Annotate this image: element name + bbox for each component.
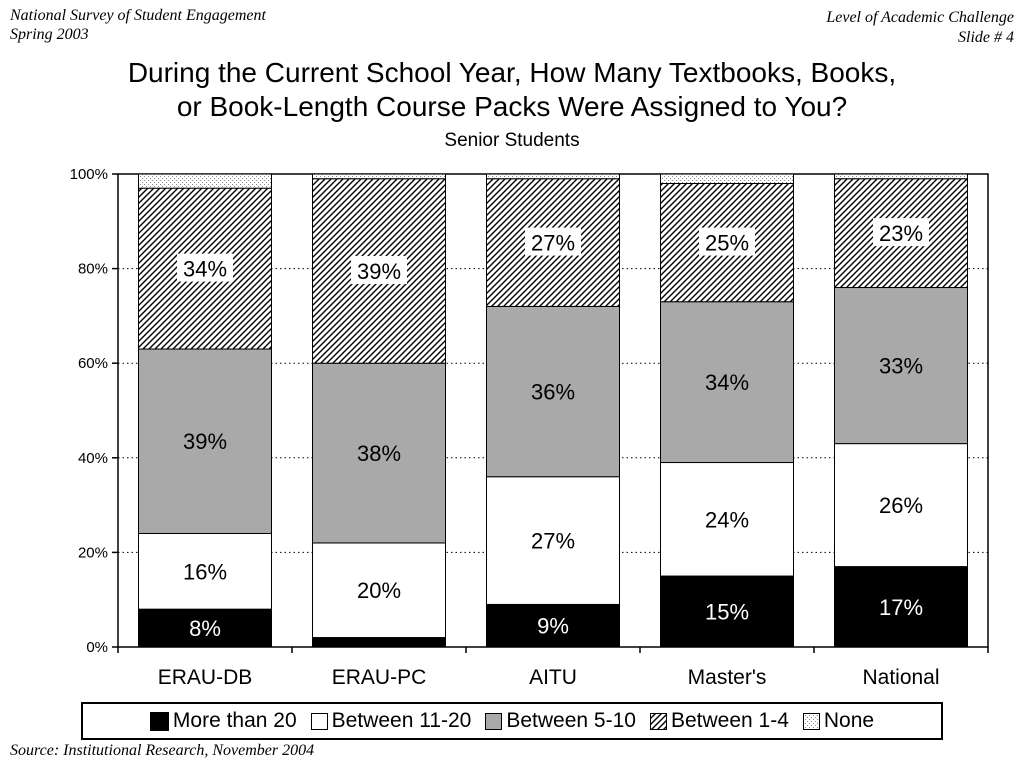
data-label: 16%	[183, 559, 227, 584]
legend-label: More than 20	[172, 709, 297, 732]
y-tick-label: 20%	[78, 544, 108, 561]
data-label: 39%	[357, 259, 401, 284]
legend-item: None	[802, 709, 875, 733]
stacked-bar-chart: 8% 16% 39% 34% 20% 38% 39% 9% 27% 36% 27% 15% 24% 34%…	[70, 166, 989, 689]
bars	[138, 173, 968, 648]
data-label: 17%	[879, 595, 923, 620]
data-label: 20%	[357, 578, 401, 603]
chart-subtitle: Senior Students	[444, 130, 580, 151]
data-label: 8%	[189, 616, 221, 641]
source-note: Source: Institutional Research, November…	[10, 742, 315, 759]
bar-segment	[486, 603, 620, 648]
bar-segment	[312, 542, 446, 639]
bar-segment	[138, 173, 272, 189]
legend-swatch-between-5-10	[485, 712, 503, 730]
data-label-bg	[525, 227, 581, 256]
data-label-bg	[177, 253, 233, 282]
bar-segment	[834, 566, 968, 648]
data-labels: 8% 16% 39% 34% 20% 38% 39% 9% 27% 36% 27% 15% 24% 34%…	[177, 218, 929, 641]
data-label: 23%	[879, 221, 923, 246]
legend-swatch-more-than-20	[149, 711, 169, 731]
bar-segment	[486, 173, 620, 180]
legend: More than 20 Between 11-20 Between 5-10 …	[81, 702, 943, 740]
survey-term: Spring 2003	[10, 26, 89, 43]
data-label: 36%	[531, 380, 575, 405]
legend-item: Between 11-20	[310, 709, 472, 733]
x-tick-label: ERAU-DB	[158, 666, 253, 689]
legend-item: Between 1-4	[649, 709, 789, 733]
bar-segment	[312, 362, 446, 544]
bar-segment	[834, 287, 968, 445]
y-tick-label: 100%	[70, 166, 108, 183]
bar-segment	[660, 575, 794, 648]
chart-title-line2: or Book-Length Course Packs Were Assigne…	[176, 91, 848, 122]
data-label: 33%	[879, 354, 923, 379]
legend-label: Between 1-4	[670, 709, 789, 732]
x-tick-label: Master's	[688, 666, 767, 689]
bar-segment	[486, 305, 620, 478]
data-label: 27%	[531, 529, 575, 554]
bar-segment	[834, 443, 968, 568]
bar-segment	[312, 173, 446, 180]
data-label: 39%	[183, 429, 227, 454]
legend-item: Between 5-10	[485, 709, 636, 733]
x-tick-label: ERAU-PC	[332, 666, 427, 689]
data-label: 15%	[705, 600, 749, 625]
legend-swatch-none	[802, 712, 820, 730]
data-label: 34%	[705, 370, 749, 395]
axes: 0% 20% 40% 60% 80% 100% ERAU-DB ERAU-PC AITU Mast…	[70, 166, 989, 689]
data-label: 27%	[531, 231, 575, 256]
x-tick-label: AITU	[529, 666, 577, 689]
data-label-bg	[351, 255, 407, 284]
section-name: Level of Academic Challenge	[826, 9, 1014, 26]
survey-name: National Survey of Student Engagement	[10, 7, 266, 24]
y-tick-label: 40%	[78, 450, 108, 467]
y-tick-label: 80%	[78, 261, 108, 278]
legend-swatch-between-1-4	[649, 712, 667, 730]
legend-item: More than 20	[149, 709, 297, 733]
chart-title: During the Current School Year, How Many…	[0, 56, 1024, 124]
data-label: 34%	[183, 257, 227, 282]
bar-segment	[312, 637, 446, 648]
bar-segment	[138, 532, 272, 610]
chart-title-line1: During the Current School Year, How Many…	[127, 57, 897, 88]
y-tick-label: 60%	[78, 355, 108, 372]
bar-segment	[486, 476, 620, 605]
data-label-bg	[699, 227, 755, 256]
data-label: 24%	[705, 507, 749, 532]
bar-segment	[834, 173, 968, 180]
data-label: 38%	[357, 441, 401, 466]
legend-label: Between 5-10	[506, 709, 636, 732]
data-label-bg	[873, 218, 929, 247]
bar-segment	[138, 608, 272, 648]
data-label: 9%	[537, 614, 569, 639]
x-tick-label: National	[862, 666, 939, 689]
survey-header: National Survey of Student Engagement Sp…	[10, 6, 266, 44]
data-label: 25%	[705, 231, 749, 256]
bar-segment	[138, 348, 272, 534]
legend-label: None	[823, 709, 875, 732]
y-tick-label: 0%	[86, 639, 108, 656]
slide-number: Slide # 4	[958, 29, 1014, 46]
bar-segment	[660, 301, 794, 464]
legend-label: Between 11-20	[331, 709, 472, 732]
bar-segment	[660, 462, 794, 577]
bar-segment	[660, 173, 794, 184]
legend-swatch-between-11-20	[310, 712, 328, 730]
data-label: 26%	[879, 493, 923, 518]
section-header: Level of Academic Challenge Slide # 4	[826, 8, 1014, 48]
